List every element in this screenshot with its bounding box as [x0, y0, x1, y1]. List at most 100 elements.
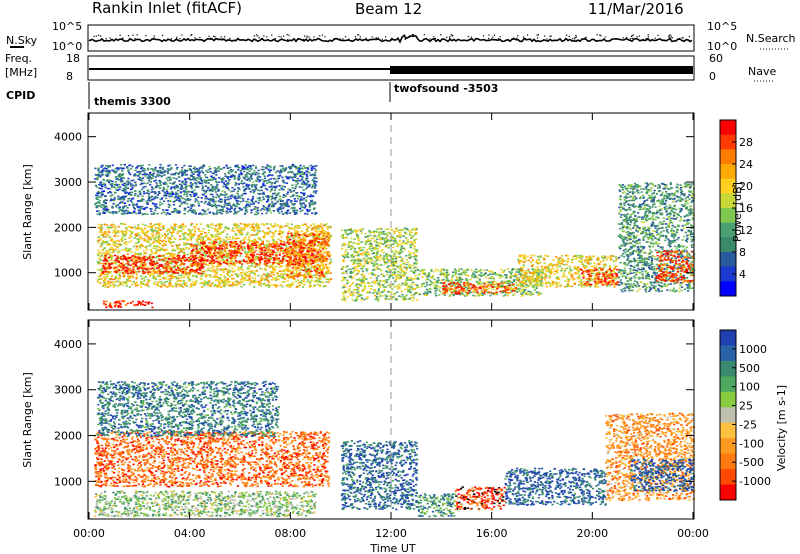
power-cell-2 — [204, 263, 207, 266]
power-cell-4 — [119, 176, 122, 178]
power-cell-4 — [297, 179, 300, 182]
power-cell-0 — [157, 285, 160, 287]
power-cell-2 — [281, 247, 284, 249]
power-cell-0 — [262, 283, 265, 285]
power-cell-0 — [164, 277, 167, 280]
power-cell-0 — [157, 248, 160, 251]
power-cell-0 — [315, 276, 318, 278]
power-cell-0 — [317, 278, 320, 280]
power-cell-2 — [195, 246, 199, 248]
power-cell-0 — [267, 286, 271, 288]
power-cell-0 — [167, 240, 170, 242]
power-cell-4 — [285, 167, 288, 169]
power-cell-4 — [170, 186, 173, 189]
power-cell-2 — [269, 245, 272, 247]
power-cell-4 — [98, 205, 101, 207]
power-cell-0 — [259, 267, 262, 270]
power-cell-2 — [269, 243, 272, 246]
power-cell-0 — [252, 228, 255, 231]
power-cell-0 — [196, 241, 199, 243]
power-cell-0 — [170, 274, 173, 276]
power-cell-0 — [169, 278, 172, 280]
power-cell-4 — [157, 170, 160, 172]
power-cell-3 — [305, 270, 308, 273]
power-cell-3 — [321, 232, 324, 235]
power-cell-0 — [156, 240, 160, 242]
power-cell-4 — [167, 200, 170, 202]
power-cell-2 — [242, 242, 245, 245]
power-cell-1 — [165, 270, 169, 272]
power-cell-0 — [258, 283, 261, 285]
power-cell-0 — [297, 233, 300, 235]
power-cell-4 — [261, 208, 264, 210]
power-cell-0 — [215, 234, 218, 236]
power-cell-0 — [162, 225, 165, 228]
power-cell-0 — [231, 229, 234, 232]
power-cell-0 — [255, 270, 258, 272]
power-cell-0 — [232, 227, 235, 230]
power-cell-4 — [203, 189, 206, 192]
power-cell-4 — [163, 174, 166, 176]
power-cell-4 — [287, 205, 290, 208]
power-cell-4 — [221, 194, 224, 196]
power-cell-0 — [308, 272, 312, 275]
power-cell-4 — [111, 205, 114, 208]
power-cell-4 — [98, 199, 101, 202]
power-cell-2 — [217, 262, 220, 265]
power-cell-4 — [291, 184, 294, 186]
power-cell-4 — [200, 201, 203, 203]
power-cell-1 — [175, 263, 178, 265]
power-cell-3 — [303, 238, 306, 240]
power-cell-3 — [314, 258, 317, 261]
power-cell-0 — [253, 277, 256, 280]
power-cell-4 — [102, 208, 105, 210]
power-cell-2 — [209, 256, 212, 258]
power-cell-3 — [325, 235, 328, 238]
power-cell-0 — [108, 226, 111, 229]
power-cell-0 — [225, 236, 228, 238]
power-cell-0 — [142, 230, 145, 232]
power-cell-2 — [213, 248, 217, 251]
power-cell-2 — [192, 249, 195, 251]
power-cell-1 — [153, 272, 156, 274]
power-cell-4 — [95, 202, 98, 204]
power-cell-0 — [274, 286, 278, 288]
power-cell-0 — [275, 284, 278, 286]
power-cell-0 — [252, 240, 255, 242]
power-cell-4 — [299, 199, 302, 202]
power-cell-4 — [261, 166, 264, 168]
power-cell-4 — [313, 207, 316, 209]
power-cell-0 — [98, 258, 101, 260]
power-cell-3 — [315, 270, 318, 273]
power-cell-0 — [171, 227, 174, 229]
power-cell-0 — [173, 226, 176, 229]
power-cell-3 — [317, 272, 320, 274]
nsky-tick-bottom: 10^0 — [52, 40, 82, 53]
power-cell-4 — [254, 188, 257, 191]
power-cell-0 — [274, 231, 277, 233]
power-cell-2 — [232, 255, 236, 257]
power-cell-4 — [274, 202, 277, 205]
power-cell-0 — [124, 247, 127, 249]
power-cell-2 — [232, 262, 235, 265]
power-cell-0 — [215, 272, 218, 275]
power-cell-1 — [195, 270, 198, 273]
power-cell-0 — [140, 228, 143, 231]
power-cell-4 — [230, 195, 234, 198]
power-cell-4 — [266, 182, 269, 184]
power-cell-0 — [217, 263, 220, 266]
power-cell-0 — [297, 247, 300, 249]
power-cell-3 — [303, 253, 306, 255]
power-cell-1 — [186, 266, 189, 268]
power-cell-2 — [249, 247, 252, 249]
power-cell-0 — [103, 279, 106, 282]
power-cell-3 — [327, 237, 331, 239]
power-cell-0 — [222, 275, 225, 277]
power-cell-1 — [167, 270, 170, 273]
power-cell-4 — [204, 197, 207, 200]
power-cell-0 — [322, 248, 325, 251]
power-cell-4 — [279, 165, 282, 167]
cpid-label: CPID — [6, 89, 35, 102]
power-cell-0 — [308, 281, 312, 283]
power-cell-0 — [179, 225, 183, 228]
